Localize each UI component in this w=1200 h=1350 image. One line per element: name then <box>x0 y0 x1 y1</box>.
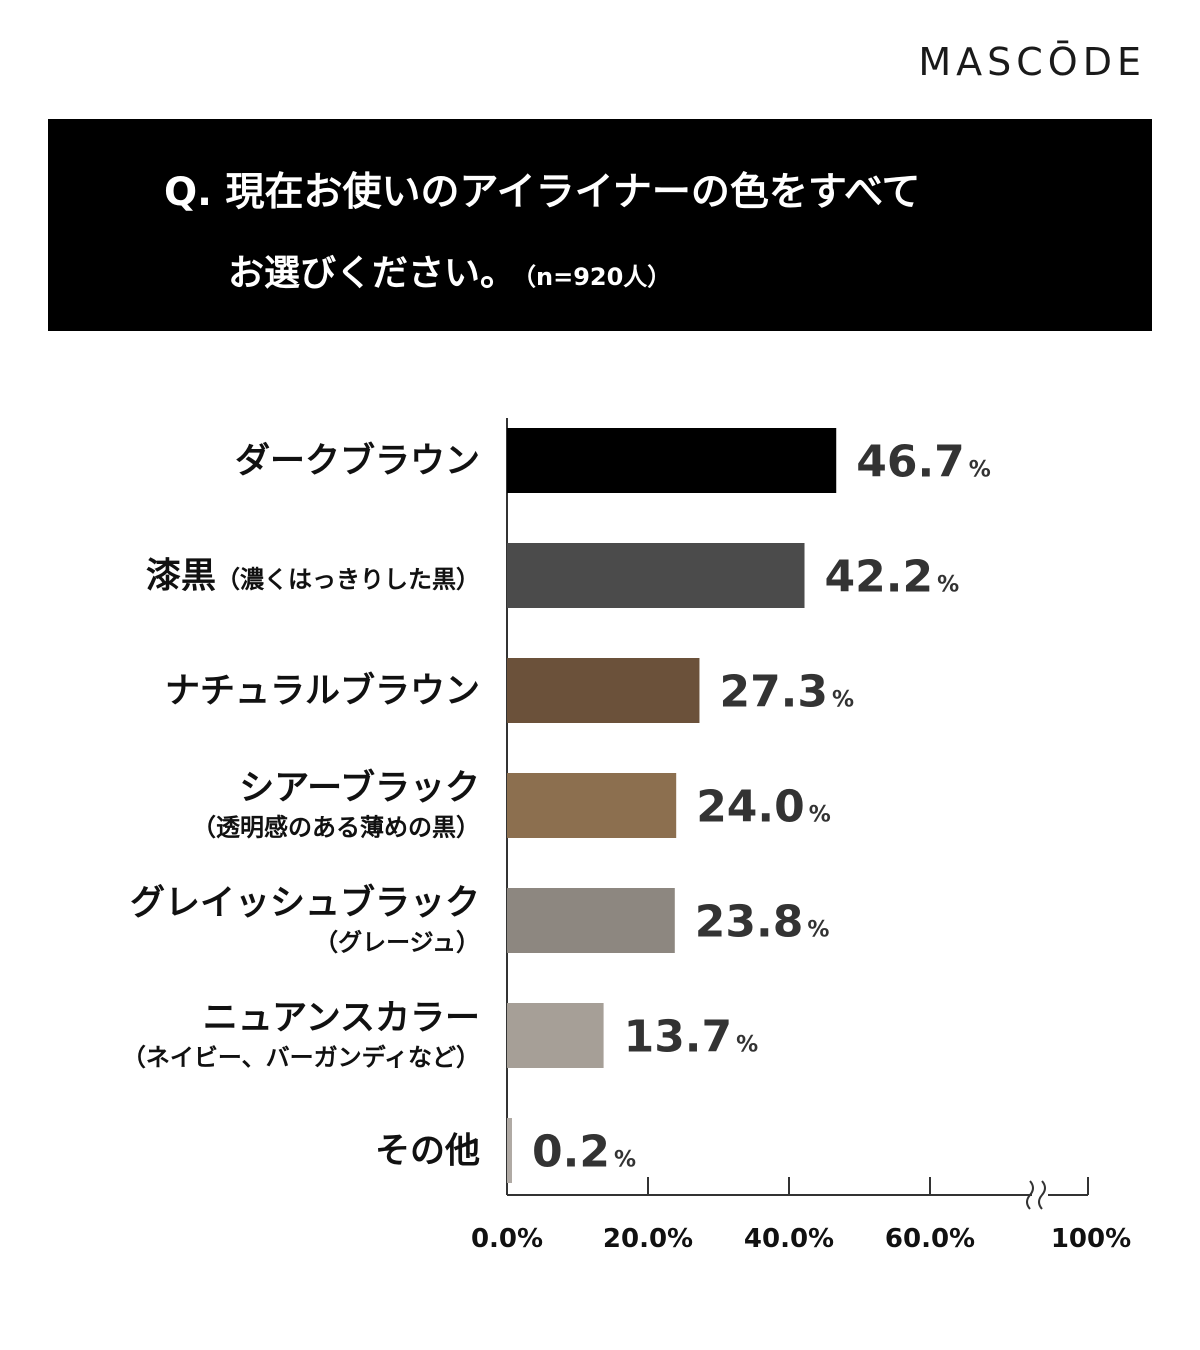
bar <box>507 1118 512 1183</box>
value-label: 27.3% <box>719 667 854 718</box>
x-tick-label: 20.0% <box>603 1224 693 1254</box>
axis-break-mark <box>1026 1180 1034 1210</box>
question-line-1: Q. 現在お使いのアイライナーの色をすべて <box>164 170 921 215</box>
value-unit: % <box>937 573 959 598</box>
bar <box>507 1003 604 1068</box>
value-label: 24.0% <box>696 782 831 833</box>
category-label: シアーブラック <box>239 768 480 809</box>
sample-size: （n=920人） <box>524 263 672 291</box>
category-sublabel: （ネイビー、バーガンディなど） <box>122 1044 480 1072</box>
category-label: 漆黒（濃くはっきりした黒） <box>146 557 480 597</box>
value-number: 24.0 <box>696 782 805 833</box>
bar <box>507 658 700 723</box>
x-tick-label: 40.0% <box>744 1224 834 1254</box>
value-label: 13.7% <box>624 1012 759 1063</box>
value-label: 0.2% <box>532 1127 636 1178</box>
category-sublabel: （グレージュ） <box>314 929 480 957</box>
value-unit: % <box>969 458 991 483</box>
question-banner: Q. 現在お使いのアイライナーの色をすべて お選びください。 （n=920人） <box>48 119 1152 331</box>
value-number: 13.7 <box>624 1012 733 1063</box>
value-unit: % <box>809 803 831 828</box>
bar <box>507 428 837 493</box>
question-line-2-text: お選びください。 <box>228 253 517 294</box>
axis-break-mark <box>1038 1180 1046 1210</box>
category-label: ナチュラルブラウン <box>165 671 480 712</box>
value-label: 46.7% <box>856 437 991 488</box>
category-label: ニュアンスカラー <box>203 999 480 1039</box>
category-label: グレイッシュブラック <box>130 883 480 924</box>
category-label: ダークブラウン <box>235 441 480 482</box>
question-line-2: お選びください。 （n=920人） <box>228 244 671 296</box>
value-number: 23.8 <box>695 897 804 948</box>
category-main: 漆黒 <box>146 557 216 597</box>
bar <box>507 543 805 608</box>
value-number: 27.3 <box>719 667 828 718</box>
x-tick-label: 60.0% <box>885 1224 975 1254</box>
value-number: 46.7 <box>856 437 965 488</box>
bar <box>507 888 675 953</box>
value-unit: % <box>807 918 829 943</box>
value-unit: % <box>736 1033 758 1058</box>
value-unit: % <box>832 688 854 713</box>
x-tick-label: 0.0% <box>471 1224 543 1254</box>
value-label: 42.2% <box>825 552 960 603</box>
bar <box>507 773 677 838</box>
value-number: 42.2 <box>825 552 934 603</box>
category-sublabel: （透明感のある薄めの黒） <box>192 814 480 842</box>
value-label: 23.8% <box>695 897 830 948</box>
brand-logo: MASCŌDE <box>918 40 1146 84</box>
value-number: 0.2 <box>532 1127 610 1178</box>
value-unit: % <box>614 1148 636 1173</box>
category-label: その他 <box>375 1132 480 1172</box>
x-tick-label: 100% <box>1051 1224 1131 1254</box>
category-sub: （濃くはっきりした黒） <box>216 566 480 594</box>
